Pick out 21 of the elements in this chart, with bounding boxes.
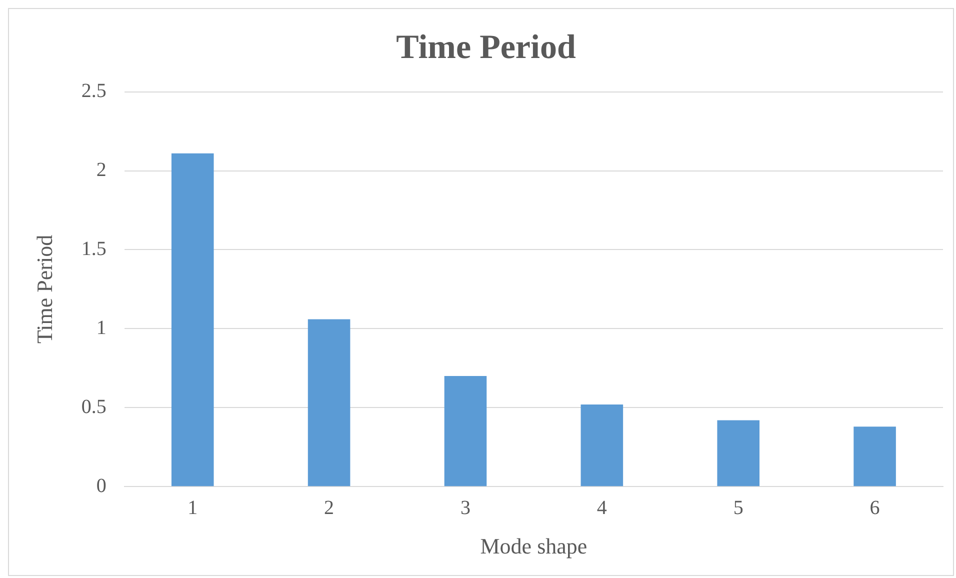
x-axis-title: Mode shape: [480, 534, 588, 559]
x-tick-label: 6: [870, 496, 880, 519]
y-tick-label: 0: [96, 474, 106, 497]
x-tick-label: 2: [324, 496, 334, 519]
y-tick-label: 1.5: [81, 238, 106, 260]
x-tick-label: 3: [460, 496, 470, 519]
bar: [171, 153, 214, 486]
bar: [444, 376, 487, 486]
bar: [717, 420, 760, 486]
x-tick-label: 5: [733, 496, 744, 519]
bar: [308, 319, 350, 486]
y-tick-label: 1: [96, 316, 106, 339]
y-axis-title: Time Period: [32, 234, 57, 344]
x-tick-label: 4: [596, 496, 607, 519]
y-tick-label: 2: [96, 159, 106, 182]
y-tick-label: 2.5: [81, 80, 106, 102]
chart-title: Time Period: [396, 29, 576, 66]
bar: [854, 426, 896, 486]
bar: [580, 404, 624, 486]
x-tick-label: 1: [188, 496, 198, 519]
y-tick-label: 0.5: [81, 396, 106, 418]
